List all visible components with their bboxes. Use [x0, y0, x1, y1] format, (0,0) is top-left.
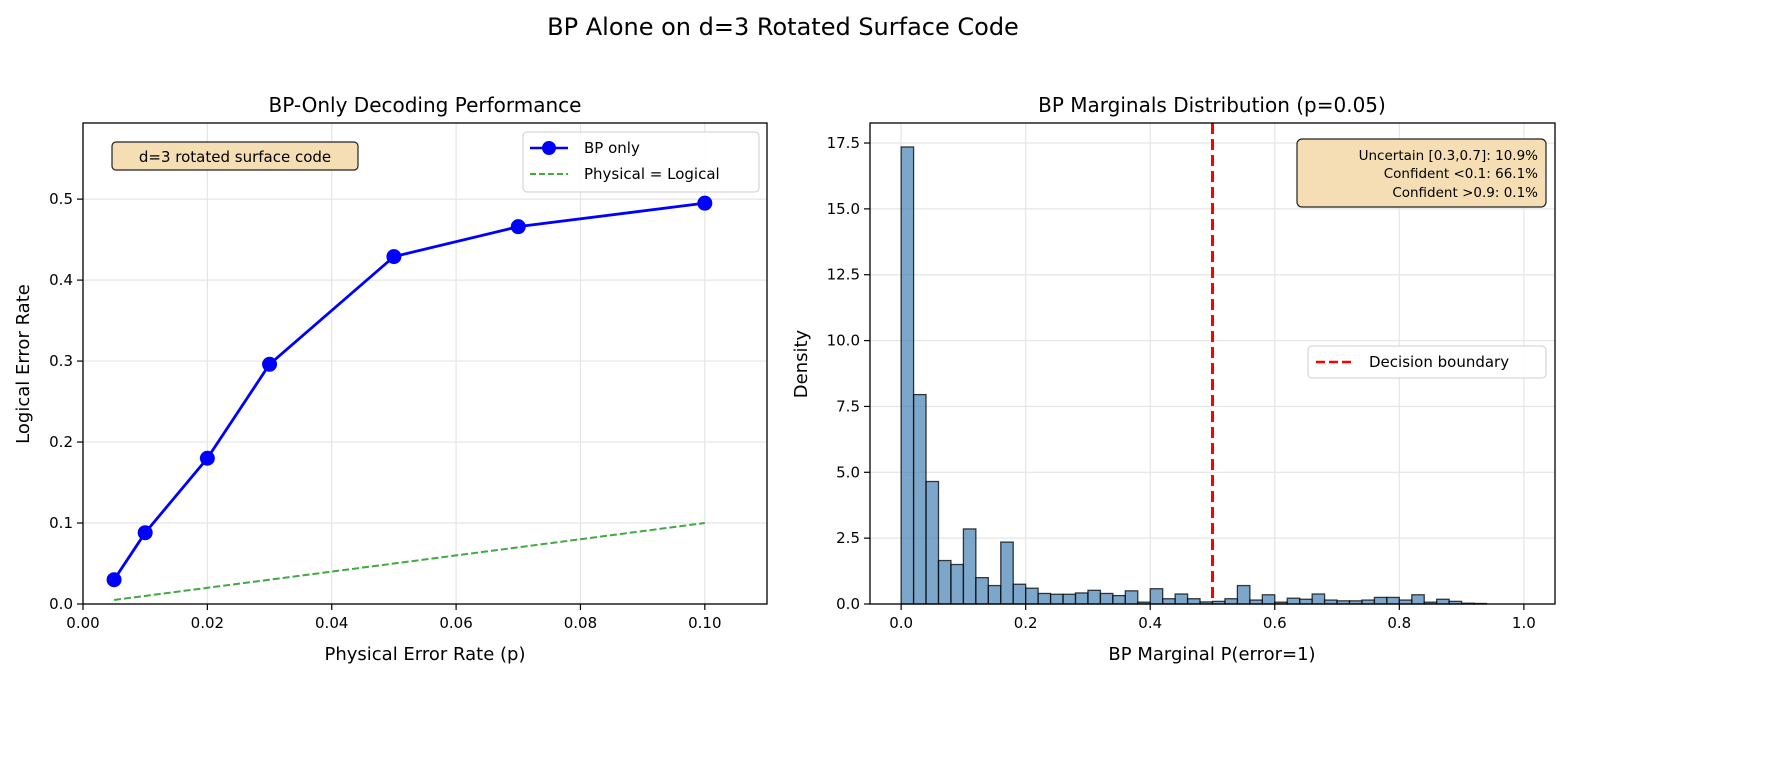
bp-only-point: [386, 249, 402, 265]
histogram-bar: [987, 584, 1002, 605]
legend-marker-bp-only: [542, 141, 556, 155]
y-tick-label: 0.3: [49, 352, 73, 370]
histogram-bar: [1261, 594, 1276, 605]
histogram-bar: [925, 480, 940, 605]
histogram-bar: [975, 577, 989, 605]
y-tick-label: 0.0: [836, 595, 860, 613]
histogram-bar: [1049, 593, 1064, 605]
figure-suptitle: BP Alone on d=3 Rotated Surface Code: [547, 13, 1019, 41]
histogram-bar: [1112, 594, 1126, 605]
x-tick-label: 0.6: [1263, 614, 1287, 632]
histogram-bar: [962, 528, 977, 605]
histogram-bar: [1074, 592, 1089, 605]
y-tick-label: 0.5: [49, 190, 73, 208]
x-tick-label: 0.06: [439, 614, 472, 632]
stats-line-uncertain: Uncertain [0.3,0.7]: 10.9%: [1359, 148, 1539, 164]
histogram-bar: [1149, 588, 1164, 605]
left-plot-marks: [106, 195, 713, 601]
histogram-bar: [1436, 598, 1450, 605]
histogram-bar: [950, 563, 965, 605]
histogram-bar: [1162, 598, 1176, 605]
x-tick-label: 1.0: [1512, 614, 1536, 632]
right-chart-title: BP Marginals Distribution (p=0.05): [1038, 93, 1386, 117]
histogram-bar: [937, 559, 952, 605]
y-tick-label: 12.5: [827, 266, 860, 284]
histogram-bar: [1174, 593, 1189, 605]
right-chart: BP Marginals Distribution (p=0.05) 0.0 0.…: [791, 93, 1556, 665]
histogram-bar: [1224, 598, 1239, 605]
histogram-bar: [1124, 590, 1139, 605]
histogram-bar: [1025, 587, 1039, 605]
histogram-bar: [912, 393, 927, 605]
stats-line-confident-low: Confident <0.1: 66.1%: [1384, 166, 1538, 182]
x-tick-label: 0.02: [191, 614, 224, 632]
y-tick-label: 15.0: [827, 200, 860, 218]
right-ticks: 0.0 0.2 0.4 0.6 0.8 1.0 0.0 2.5 5.0 7.5 10.0 12.5 15…: [827, 134, 1536, 632]
histogram-bar: [1000, 541, 1014, 605]
bp-only-point: [697, 195, 713, 211]
left-grid: [82, 123, 767, 605]
y-tick-label: 0.2: [49, 433, 73, 451]
legend-label-physical: Physical = Logical: [584, 165, 720, 183]
left-ticks: 0.00 0.02 0.04 0.06 0.08 0.10 0.0 0.1 0.2 0.3 0.4 0…: [49, 190, 721, 632]
histogram-bar: [1087, 589, 1102, 605]
left-legend: BP only Physical = Logical: [522, 131, 760, 193]
stats-box: Uncertain [0.3,0.7]: 10.9% Confident <0.…: [1296, 138, 1547, 208]
histogram-bar: [1286, 597, 1301, 605]
x-tick-label: 0.04: [315, 614, 348, 632]
histogram-bar: [900, 146, 915, 605]
physical-equals-logical-line: [113, 522, 705, 601]
left-axes-frame: [82, 122, 768, 605]
bp-only-point: [106, 572, 122, 588]
annotation-box: d=3 rotated surface code: [111, 141, 359, 171]
x-tick-label: 0.0: [889, 614, 913, 632]
histogram-bar: [1299, 598, 1313, 605]
left-chart: BP-Only Decoding Performance 0.00 0.02 0.0…: [13, 93, 768, 665]
stats-line-confident-high: Confident >0.9: 0.1%: [1392, 185, 1538, 201]
bp-only-point: [137, 525, 153, 541]
left-x-axis-label: Physical Error Rate (p): [324, 644, 525, 665]
right-axes-frame: [869, 122, 1556, 605]
left-y-axis-label: Logical Error Rate: [13, 284, 34, 444]
x-tick-label: 0.2: [1014, 614, 1038, 632]
x-tick-label: 0.10: [688, 614, 721, 632]
histogram-bar: [1099, 592, 1114, 605]
bp-only-point: [510, 219, 526, 235]
right-y-axis-label: Density: [791, 329, 812, 398]
y-tick-label: 0.1: [49, 514, 73, 532]
y-tick-label: 10.0: [827, 332, 860, 350]
legend-label-decision-boundary: Decision boundary: [1369, 353, 1509, 371]
y-tick-label: 7.5: [836, 397, 860, 415]
x-tick-label: 0.08: [564, 614, 597, 632]
histogram-bar: [1186, 598, 1201, 605]
x-tick-label: 0.4: [1138, 614, 1162, 632]
histogram-bar: [1037, 592, 1052, 605]
y-tick-label: 2.5: [836, 529, 860, 547]
y-tick-label: 17.5: [827, 134, 860, 152]
histogram-bar: [1062, 593, 1077, 605]
left-chart-title: BP-Only Decoding Performance: [269, 93, 582, 117]
right-x-axis-label: BP Marginal P(error=1): [1108, 644, 1315, 665]
y-tick-label: 0.4: [49, 271, 73, 289]
annotation-text: d=3 rotated surface code: [139, 148, 331, 166]
histogram-bar: [1311, 593, 1326, 605]
histogram-bar: [1373, 596, 1388, 605]
y-tick-label: 0.0: [49, 595, 73, 613]
histogram-bar: [1386, 596, 1400, 605]
x-tick-label: 0.8: [1387, 614, 1411, 632]
bp-only-point: [199, 450, 215, 466]
histogram-bar: [1012, 583, 1027, 605]
bp-only-point: [262, 356, 278, 372]
legend-label-bp-only: BP only: [584, 139, 640, 157]
right-legend: Decision boundary: [1307, 345, 1547, 379]
y-tick-label: 5.0: [836, 463, 860, 481]
right-plot-marks: [900, 123, 1488, 605]
histogram-bar: [1411, 594, 1425, 605]
histogram-bar: [1236, 584, 1251, 605]
x-tick-label: 0.00: [66, 614, 99, 632]
